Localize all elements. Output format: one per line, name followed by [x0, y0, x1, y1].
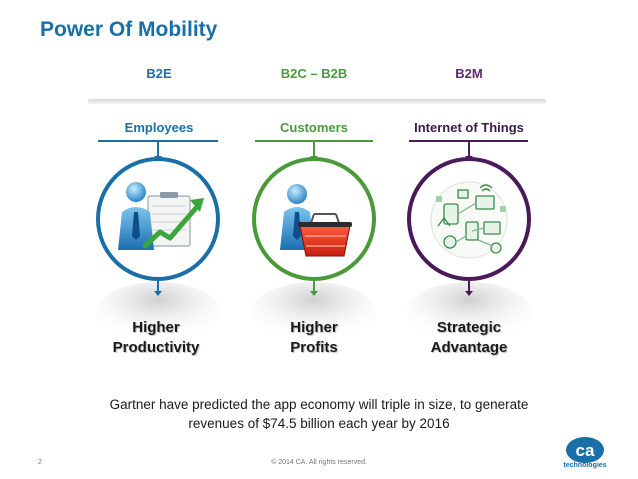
circle-customers [252, 157, 376, 281]
slide-title: Power Of Mobility [40, 18, 218, 41]
column-iot [407, 140, 531, 342]
employee-chart-icon [118, 182, 204, 250]
arrow-down-icon [465, 291, 473, 296]
header-divider [88, 99, 546, 104]
outcome-line: Productivity [112, 339, 200, 356]
column-subheader-iot: Internet of Things [414, 120, 524, 135]
note-line: Gartner have predicted the app economy w… [109, 397, 529, 412]
logo-text: ca [576, 441, 595, 460]
column-customers [252, 140, 376, 342]
column-subheader-customers: Customers [280, 120, 348, 135]
column-subheader-employees: Employees [124, 120, 194, 135]
column-employees [96, 140, 220, 342]
ca-logo-mark: ca [566, 437, 604, 463]
ca-logo: ca technologies [560, 436, 610, 469]
note-line: revenues of $74.5 billion each year by 2… [188, 416, 450, 431]
outcome-line: Higher [132, 319, 180, 336]
outcome-shadow [96, 282, 220, 342]
column-header-b2c-b2b: B2C – B2B [280, 66, 348, 81]
logo-subtext: technologies [563, 462, 607, 469]
gartner-note: Gartner have predicted the app economy w… [70, 395, 568, 433]
copyright-text: © 2014 CA. All rights reserved. [271, 459, 367, 466]
outcome-shadow [252, 282, 376, 342]
outcome-higher-profits: Higher Profits [239, 318, 389, 358]
shopping-basket-icon [280, 184, 352, 257]
outcome-shadow [407, 282, 531, 342]
page-number: 2 [38, 459, 42, 466]
outcome-line: Higher [290, 319, 338, 336]
arrow-down-icon [310, 291, 318, 296]
outcome-strategic-advantage: Strategic Advantage [394, 318, 544, 358]
column-header-b2e: B2E [146, 66, 172, 81]
connected-devices-icon [430, 181, 508, 259]
column-header-b2m: B2M [455, 66, 483, 81]
outcome-line: Profits [290, 339, 338, 356]
outcome-line: Strategic [436, 319, 502, 336]
arrow-down-icon [154, 291, 162, 296]
outcome-higher-productivity: Higher Productivity [81, 318, 231, 358]
outcome-line: Advantage [430, 339, 508, 356]
